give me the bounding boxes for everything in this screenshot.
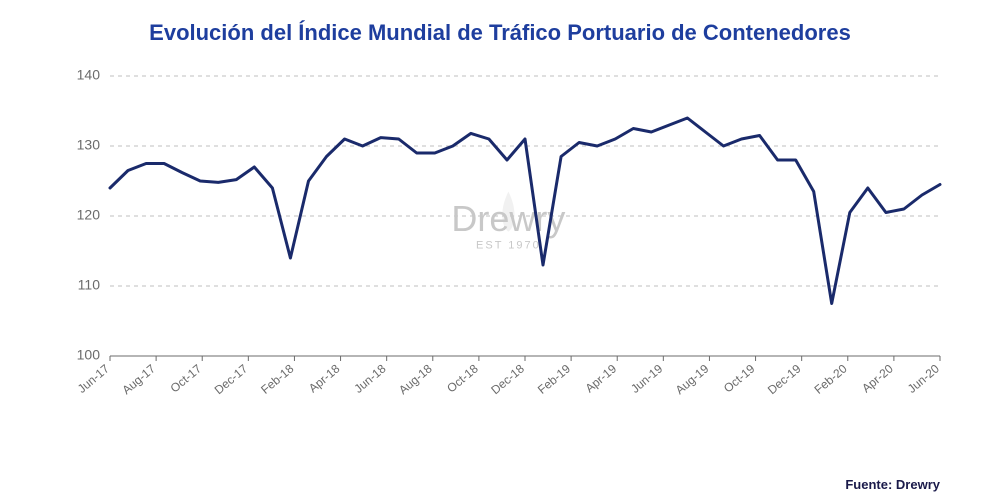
x-tick-label: Oct-19 [721, 361, 758, 395]
x-tick-label: Apr-18 [306, 361, 343, 395]
x-tick-label: Jun-18 [351, 361, 388, 396]
source-label: Fuente: Drewry [845, 477, 940, 492]
line-chart: 100110120130140DrewryEST 1970Jun-17Aug-1… [40, 56, 960, 436]
x-tick-label: Jun-20 [905, 361, 942, 396]
y-tick-label: 110 [78, 277, 101, 293]
x-tick-label: Feb-20 [812, 361, 850, 396]
x-tick-label: Apr-19 [583, 361, 620, 395]
x-tick-label: Jun-19 [628, 361, 665, 396]
x-tick-label: Dec-19 [765, 361, 804, 397]
y-tick-label: 120 [77, 207, 101, 223]
y-tick-label: 100 [77, 347, 101, 363]
y-tick-label: 130 [77, 137, 101, 153]
x-tick-label: Feb-18 [258, 361, 296, 396]
x-tick-label: Oct-17 [168, 361, 205, 395]
x-tick-label: Dec-17 [212, 361, 251, 397]
x-tick-label: Aug-19 [673, 361, 712, 397]
x-tick-label: Dec-18 [488, 361, 527, 397]
watermark-subtext: EST 1970 [476, 240, 541, 252]
chart-wrapper: 100110120130140DrewryEST 1970Jun-17Aug-1… [40, 56, 960, 436]
x-tick-label: Aug-18 [396, 361, 435, 397]
chart-title: Evolución del Índice Mundial de Tráfico … [40, 20, 960, 46]
figure-container: Evolución del Índice Mundial de Tráfico … [0, 0, 1000, 500]
x-tick-label: Oct-18 [444, 361, 481, 395]
x-tick-label: Jun-17 [75, 361, 112, 396]
x-tick-label: Feb-19 [535, 361, 573, 396]
y-tick-label: 140 [77, 67, 101, 83]
x-tick-label: Apr-20 [859, 361, 896, 395]
x-tick-label: Aug-17 [119, 361, 158, 397]
